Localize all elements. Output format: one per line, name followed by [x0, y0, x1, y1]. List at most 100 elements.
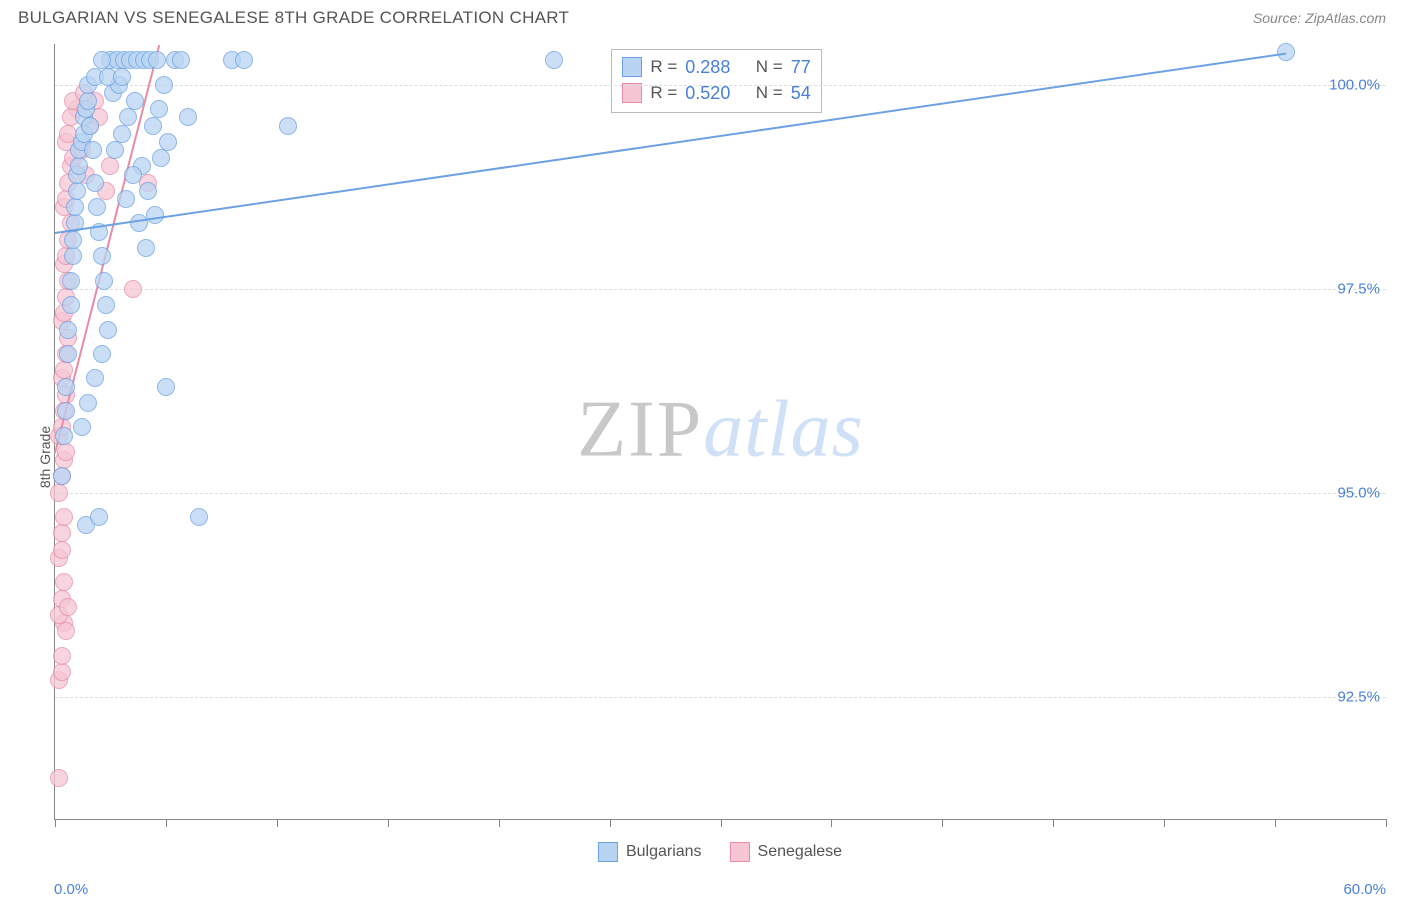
y-tick-label: 97.5% [1337, 280, 1380, 297]
x-tick [942, 819, 943, 827]
bulgarians-point [279, 117, 297, 135]
y-tick-label: 95.0% [1337, 484, 1380, 501]
bulgarians-point [113, 125, 131, 143]
x-tick [831, 819, 832, 827]
bulgarians-point [119, 108, 137, 126]
bulgarians-point [57, 378, 75, 396]
r-label: R = [650, 54, 677, 80]
x-tick [388, 819, 389, 827]
bulgarians-point [59, 321, 77, 339]
bulgarians-point [86, 369, 104, 387]
bulgarians-point [152, 149, 170, 167]
x-axis-max-label: 60.0% [1343, 881, 1386, 898]
bulgarians-point [73, 418, 91, 436]
bulgarians-point [155, 76, 173, 94]
senegalese-point [57, 622, 75, 640]
senegalese-point [101, 157, 119, 175]
bulgarians-point [59, 345, 77, 363]
r-value: 0.288 [685, 54, 730, 80]
chart-source: Source: ZipAtlas.com [1253, 10, 1386, 26]
bulgarians-point [70, 157, 88, 175]
bulgarians-point [97, 296, 115, 314]
senegalese-point [53, 524, 71, 542]
bulgarians-point [90, 508, 108, 526]
bulgarians-point [150, 100, 168, 118]
chart-area: 8th Grade ZIPatlas R =0.288 N =77R =0.52… [18, 44, 1386, 870]
chart-header: BULGARIAN VS SENEGALESE 8TH GRADE CORREL… [0, 0, 1406, 36]
bulgarians-point [124, 166, 142, 184]
bulgarians-point [106, 141, 124, 159]
bulgarians-point [146, 206, 164, 224]
x-tick [1275, 819, 1276, 827]
gridline [55, 85, 1386, 86]
legend-row-bulgarians: R = 0.288 N = 77 [622, 54, 810, 80]
senegalese-swatch [730, 842, 750, 862]
bulgarians-point [57, 402, 75, 420]
bulgarians-point [172, 51, 190, 69]
plot-area: ZIPatlas R =0.288 N =77R =0.520 N =54 92… [54, 44, 1386, 820]
senegalese-label: Senegalese [758, 843, 843, 861]
bulgarians-point [95, 272, 113, 290]
senegalese-point [124, 280, 142, 298]
bulgarians-swatch [598, 842, 618, 862]
x-tick [499, 819, 500, 827]
bulgarians-point [93, 51, 111, 69]
bulgarians-point [157, 378, 175, 396]
bulgarians-point [53, 467, 71, 485]
senegalese-point [57, 443, 75, 461]
legend-item-bulgarians: Bulgarians [598, 842, 702, 862]
bulgarians-point [66, 198, 84, 216]
bulgarians-point [99, 321, 117, 339]
bulgarians-point [68, 182, 86, 200]
bulgarians-point [1277, 43, 1295, 61]
legend-correlation: R =0.288 N =77R =0.520 N =54 [611, 49, 821, 113]
gridline [55, 493, 1386, 494]
x-tick [610, 819, 611, 827]
senegalese-point [53, 647, 71, 665]
bulgarians-point [137, 239, 155, 257]
x-tick [277, 819, 278, 827]
bulgarians-point [81, 117, 99, 135]
senegalese-point [53, 541, 71, 559]
x-tick [1164, 819, 1165, 827]
bulgarians-point [86, 174, 104, 192]
legend-item-senegalese: Senegalese [730, 842, 843, 862]
gridline [55, 289, 1386, 290]
x-tick [166, 819, 167, 827]
bulgarians-point [55, 427, 73, 445]
legend-series: 0.0% BulgariansSenegalese 60.0% [54, 840, 1386, 864]
bulgarians-point [62, 296, 80, 314]
senegalese-point [59, 598, 77, 616]
bulgarians-point [64, 247, 82, 265]
bulgarians-swatch [622, 57, 642, 77]
bulgarians-point [545, 51, 563, 69]
bulgarians-point [93, 247, 111, 265]
n-value: 77 [791, 54, 811, 80]
chart-title: BULGARIAN VS SENEGALESE 8TH GRADE CORREL… [18, 8, 569, 28]
bulgarians-point [159, 133, 177, 151]
bulgarians-point [79, 394, 97, 412]
watermark-zip: ZIP [577, 385, 703, 473]
senegalese-point [55, 573, 73, 591]
bulgarians-point [139, 182, 157, 200]
y-tick-label: 92.5% [1337, 688, 1380, 705]
bulgarians-point [144, 117, 162, 135]
x-tick [1386, 819, 1387, 827]
bulgarians-point [235, 51, 253, 69]
senegalese-point [50, 769, 68, 787]
bulgarians-point [113, 68, 131, 86]
bulgarians-point [79, 92, 97, 110]
x-tick [1053, 819, 1054, 827]
x-tick [55, 819, 56, 827]
gridline [55, 697, 1386, 698]
bulgarians-point [64, 231, 82, 249]
bulgarians-point [190, 508, 208, 526]
senegalese-point [50, 484, 68, 502]
senegalese-swatch [622, 83, 642, 103]
senegalese-point [55, 361, 73, 379]
n-label: N = [756, 54, 783, 80]
watermark: ZIPatlas [577, 384, 864, 475]
y-tick-label: 100.0% [1329, 76, 1380, 93]
bulgarians-point [126, 92, 144, 110]
bulgarians-point [130, 214, 148, 232]
